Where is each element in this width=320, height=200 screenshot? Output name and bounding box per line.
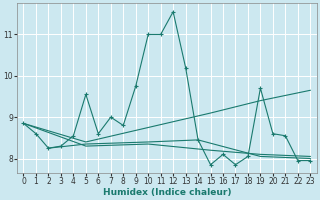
X-axis label: Humidex (Indice chaleur): Humidex (Indice chaleur) (103, 188, 231, 197)
